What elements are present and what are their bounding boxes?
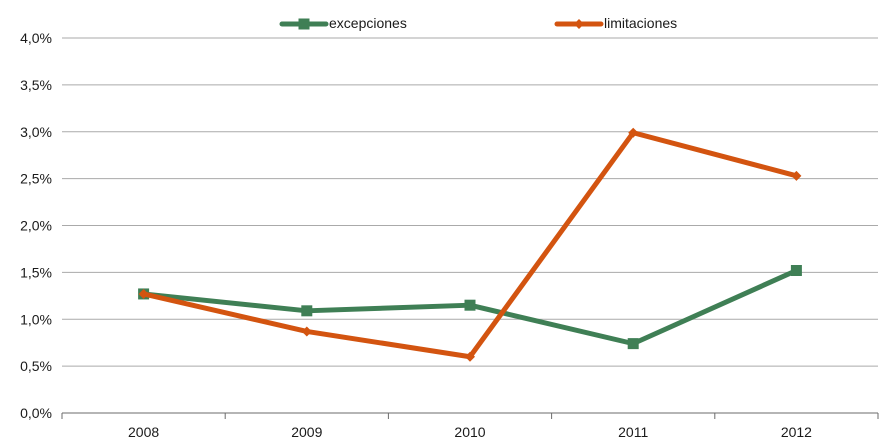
y-tick-label: 1,5% — [20, 264, 52, 280]
legend-label: limitaciones — [604, 15, 677, 31]
y-axis-tick-labels: 0,0% 0,5% 1,0% 1,5% 2,0% 2,5% 3,0% 3,5% 4,0% — [20, 30, 52, 421]
x-tick-label: 2011 — [618, 424, 648, 440]
data-point-limitaciones — [301, 326, 312, 337]
y-tick-label: 0,0% — [20, 405, 52, 421]
data-point-excepciones — [301, 305, 313, 317]
y-tick-label: 2,5% — [20, 171, 52, 187]
data-point-excepciones — [790, 265, 802, 276]
x-tick-label: 2009 — [291, 424, 322, 440]
legend-swatch-marker — [298, 18, 310, 30]
series-excepciones — [138, 265, 802, 350]
data-point-limitaciones — [465, 351, 475, 362]
series-line-limitaciones — [141, 130, 799, 360]
x-tick-label: 2010 — [454, 424, 485, 440]
y-tick-label: 0,5% — [20, 358, 52, 374]
y-tick-label: 2,0% — [20, 218, 52, 234]
legend-item-excepciones: excepciones — [279, 15, 407, 31]
data-point-excepciones — [627, 338, 639, 350]
y-tick-label: 3,0% — [20, 124, 52, 140]
x-axis-tick-labels: 2008 2009 2010 2011 2012 — [128, 424, 812, 440]
y-tick-label: 4,0% — [20, 30, 52, 46]
x-tick-label: 2008 — [128, 424, 159, 440]
legend-label: excepciones — [329, 15, 407, 31]
axes — [61, 412, 879, 419]
data-point-limitaciones — [138, 288, 149, 299]
data-point-excepciones — [464, 299, 476, 311]
series-limitaciones — [138, 127, 802, 362]
data-point-limitaciones — [791, 170, 802, 181]
gridlines — [62, 37, 878, 367]
data-point-limitaciones — [628, 127, 639, 138]
legend-item-limitaciones: limitaciones — [554, 15, 677, 31]
series-layer — [138, 127, 802, 362]
legend-swatch-marker — [574, 19, 584, 29]
x-tick-label: 2012 — [781, 424, 812, 440]
y-tick-label: 1,0% — [20, 311, 52, 327]
legend: excepciones limitaciones — [279, 15, 677, 31]
y-tick-label: 3,5% — [20, 77, 52, 93]
